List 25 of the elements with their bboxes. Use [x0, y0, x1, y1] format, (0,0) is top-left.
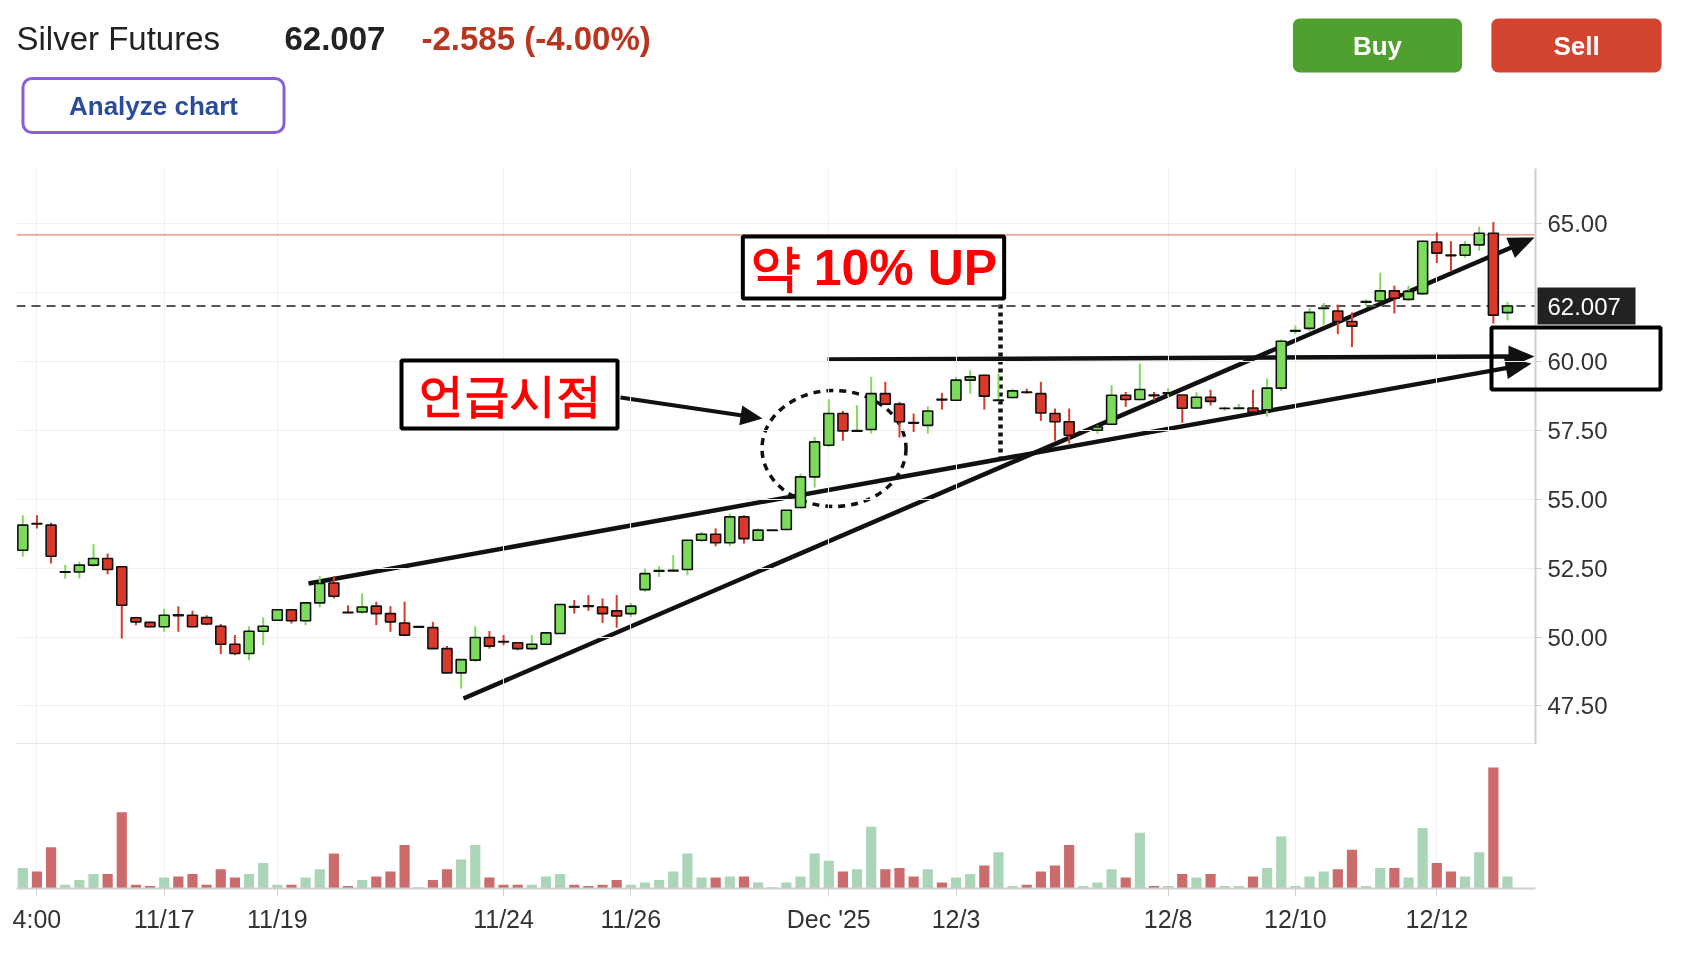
x-tick-label: Dec '25 — [786, 904, 871, 933]
annotation: 약 10% UP — [749, 239, 998, 296]
ref-line-label: 62.007 — [1547, 292, 1621, 320]
y-tick-label: 47.50 — [1547, 692, 1608, 720]
x-tick-label: 12/12 — [1405, 904, 1469, 933]
x-tick-label: 12/8 — [1143, 904, 1193, 933]
y-tick-label: 57.50 — [1547, 416, 1608, 444]
text: Analyze chart — [68, 90, 239, 121]
x-tick-label: 11/26 — [600, 904, 662, 933]
y-tick-label: 60.00 — [1547, 347, 1608, 375]
x-tick-label: 12/3 — [931, 904, 981, 933]
y-tick-label: 55.00 — [1547, 485, 1608, 513]
x-tick-label: 12/10 — [1264, 904, 1327, 933]
y-tick-label: 52.50 — [1547, 554, 1608, 582]
x-tick-label: 4:00 — [12, 904, 62, 933]
text: Buy — [1352, 30, 1403, 61]
x-tick-label: 11/17 — [133, 904, 195, 933]
x-tick-label: 11/19 — [246, 904, 308, 933]
chart-subtitle: 62.007 -2.585 (-4.00%) — [284, 20, 651, 57]
annotation: 언급시점 — [417, 368, 602, 421]
text: Sell — [1553, 30, 1600, 61]
y-tick-label: 50.00 — [1547, 623, 1608, 651]
y-tick-label: 65.00 — [1547, 210, 1608, 238]
chart-title: Silver Futures — [16, 20, 221, 57]
x-tick-label: 11/24 — [473, 904, 535, 933]
